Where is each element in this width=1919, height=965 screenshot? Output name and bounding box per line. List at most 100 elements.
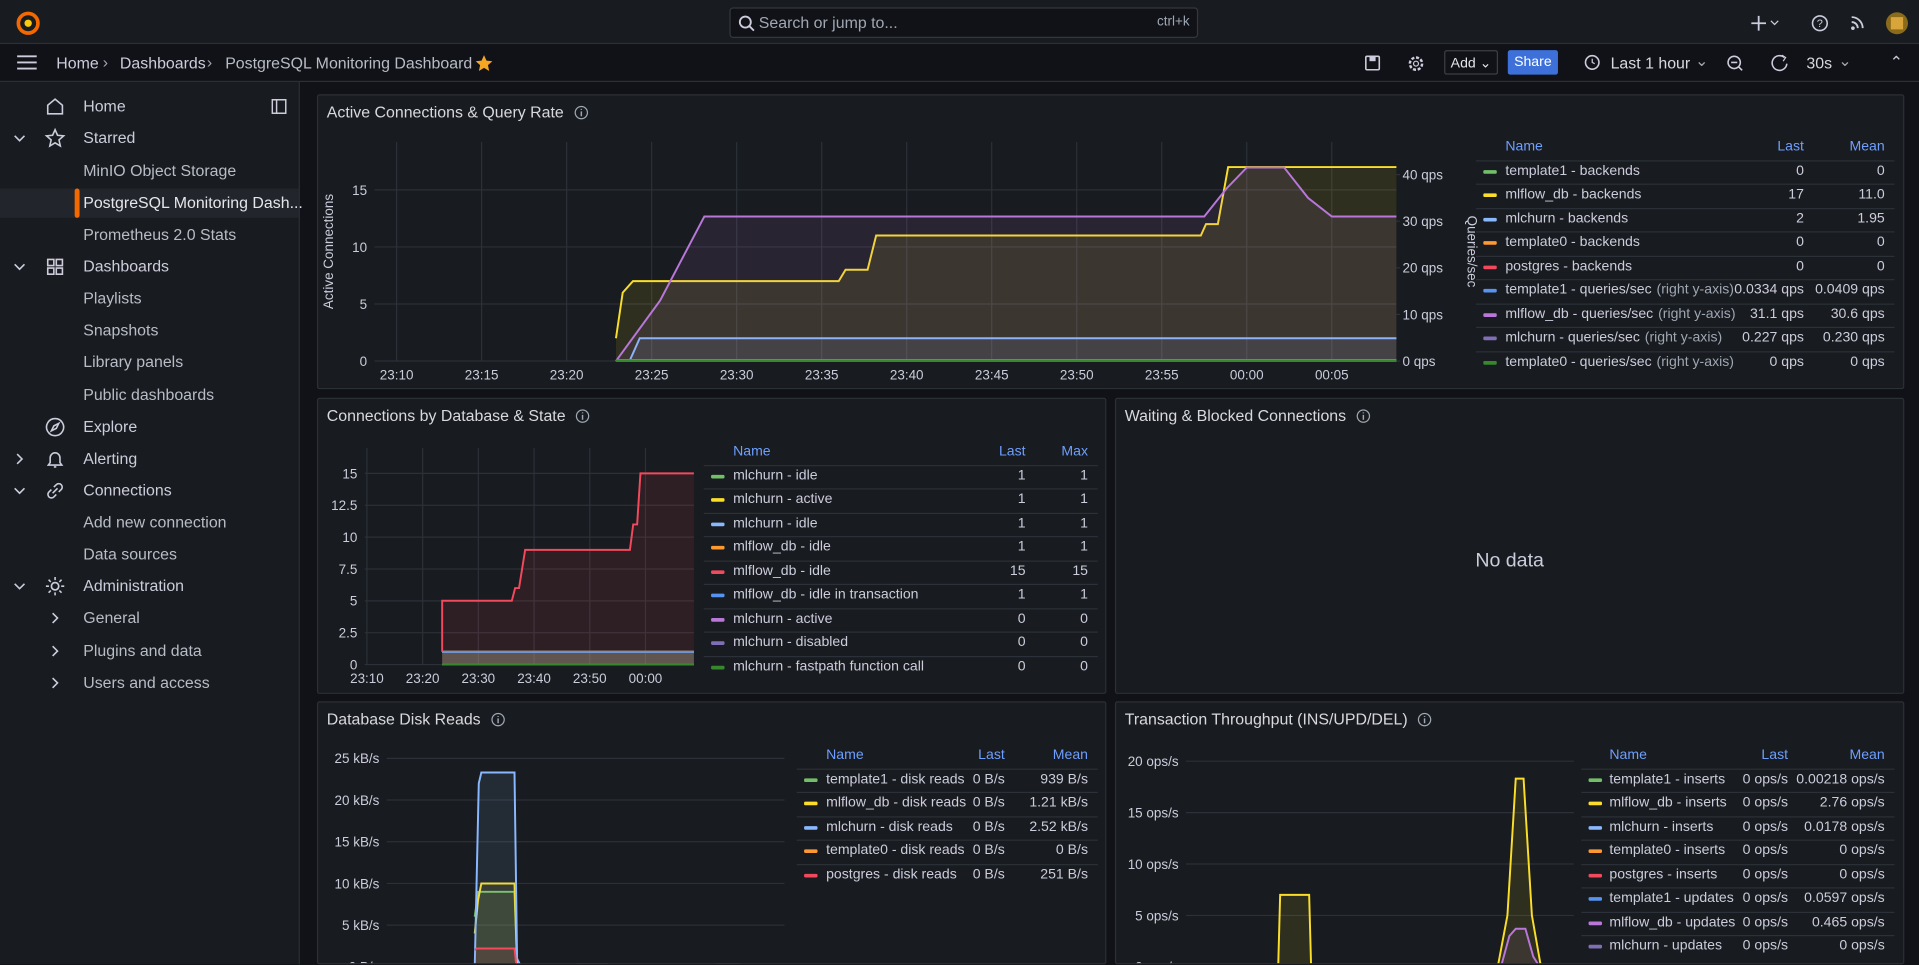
- legend-name[interactable]: mlchurn - active: [733, 608, 832, 631]
- legend-name[interactable]: mlchurn - disk reads: [826, 816, 953, 839]
- legend-swatch: [711, 641, 725, 645]
- search-box[interactable]: Search or jump to... ctrl+k: [729, 7, 1199, 38]
- nav-item[interactable]: General: [0, 603, 299, 632]
- legend-name[interactable]: mlchurn - inserts: [1609, 816, 1713, 839]
- nav-item[interactable]: Explore: [0, 412, 299, 441]
- dock-icon[interactable]: [270, 98, 287, 115]
- legend-name[interactable]: template0 - backends: [1505, 231, 1640, 254]
- expander[interactable]: [48, 644, 63, 659]
- info-icon[interactable]: [574, 105, 589, 120]
- panel-title: Connections by Database & State: [326, 406, 566, 425]
- legend-name[interactable]: template1 - disk reads: [826, 768, 964, 791]
- legend-name[interactable]: postgres - backends: [1505, 255, 1632, 278]
- zoom-refresh-icons[interactable]: [1726, 54, 1799, 74]
- nav-item[interactable]: PostgreSQL Monitoring Dash...: [0, 188, 303, 218]
- nav-item[interactable]: Data sources: [0, 540, 299, 569]
- legend-name[interactable]: template0 - queries/sec (right y-axis): [1505, 351, 1734, 374]
- nav-label: Playlists: [83, 288, 142, 308]
- dashboard-icons[interactable]: [1363, 54, 1436, 74]
- panel-header: Waiting & Blocked Connections: [1125, 406, 1371, 425]
- legend-name[interactable]: mlchurn - backends: [1505, 207, 1628, 230]
- info-icon[interactable]: [490, 712, 505, 727]
- nav-item[interactable]: Public dashboards: [0, 381, 299, 410]
- nav-item[interactable]: MinIO Object Storage: [0, 157, 299, 186]
- legend-name[interactable]: mlflow_db - inserts: [1609, 792, 1726, 815]
- legend-name[interactable]: template0 - inserts: [1609, 840, 1725, 863]
- grafana-logo[interactable]: [15, 10, 42, 37]
- legend-swatch: [711, 665, 725, 669]
- legend-name[interactable]: mlchurn - idle: [733, 512, 817, 535]
- legend-header: Last: [998, 444, 1026, 459]
- nav-item[interactable]: Alerting: [0, 444, 299, 473]
- legend-name[interactable]: template0 - disk reads: [826, 840, 964, 863]
- chevron: ⌄: [1838, 51, 1852, 70]
- legend-axis-note: (right y-axis): [1656, 354, 1734, 369]
- legend-name[interactable]: mlflow_db - queries/sec (right y-axis): [1505, 303, 1735, 326]
- panel: Waiting & Blocked Connections No data: [1114, 397, 1905, 694]
- nav-item[interactable]: Prometheus 2.0 Stats: [0, 220, 299, 249]
- legend-stat: 0 ops/s: [1742, 771, 1789, 787]
- x-tick-label: 23:10: [350, 671, 384, 686]
- expander[interactable]: [12, 131, 27, 146]
- nav-item[interactable]: Playlists: [0, 284, 299, 313]
- legend-name[interactable]: mlchurn - fastpath function call: [733, 655, 924, 678]
- legend-name[interactable]: mlflow_db - backends: [1505, 184, 1641, 207]
- expander[interactable]: [12, 483, 27, 498]
- legend-name[interactable]: postgres - inserts: [1609, 863, 1717, 886]
- star-icon[interactable]: [475, 54, 493, 72]
- legend-name[interactable]: postgres - disk reads: [826, 863, 957, 886]
- refresh-interval[interactable]: 30s: [1806, 53, 1833, 73]
- legend-stat: 0 B/s: [972, 843, 1005, 858]
- nav-item[interactable]: Add new connection: [0, 508, 299, 537]
- legend-name[interactable]: mlflow_db - updates: [1609, 911, 1735, 934]
- nav-item[interactable]: Administration: [0, 572, 299, 601]
- add-button[interactable]: Add ⌄: [1444, 50, 1498, 75]
- nav-item[interactable]: Home: [0, 92, 299, 121]
- share-button[interactable]: Share: [1507, 50, 1558, 75]
- breadcrumb[interactable]: Dashboards: [119, 53, 206, 73]
- legend-row-divider: [1581, 839, 1895, 841]
- nav-item[interactable]: Library panels: [0, 348, 299, 377]
- nav-item[interactable]: Snapshots: [0, 316, 299, 345]
- nav-label: General: [83, 608, 140, 627]
- top-icons[interactable]: ?: [1744, 10, 1915, 37]
- legend-name[interactable]: template1 - backends: [1505, 160, 1640, 183]
- collapse-icon[interactable]: ⌃: [1889, 52, 1903, 71]
- nav-item[interactable]: Starred: [0, 124, 299, 153]
- legend-stat: 2.76 ops/s: [1819, 795, 1885, 811]
- legend-name[interactable]: template1 - updates: [1609, 887, 1733, 910]
- expander[interactable]: [48, 676, 63, 691]
- legend-row-divider: [703, 631, 1098, 633]
- time-range[interactable]: Last 1 hour: [1610, 53, 1691, 73]
- legend-name[interactable]: mlchurn - disabled: [733, 632, 848, 655]
- expander[interactable]: [12, 452, 27, 467]
- legend-swatch: [1483, 336, 1497, 341]
- legend-name[interactable]: mlchurn - queries/sec (right y-axis): [1505, 327, 1722, 350]
- info-icon[interactable]: [1417, 712, 1432, 727]
- legend-name[interactable]: template1 - queries/sec (right y-axis): [1505, 279, 1734, 302]
- legend-name[interactable]: mlflow_db - idle: [733, 560, 831, 583]
- legend-row-divider: [1475, 302, 1895, 305]
- search-shortcut: ctrl+k: [1157, 14, 1190, 30]
- legend-name[interactable]: mlflow_db - idle in transaction: [733, 584, 918, 607]
- legend-name[interactable]: template1 - inserts: [1609, 768, 1725, 791]
- legend-name[interactable]: mlflow_db - disk reads: [826, 792, 966, 815]
- nav-item[interactable]: Dashboards: [0, 252, 299, 281]
- nav-item[interactable]: Users and access: [0, 668, 299, 697]
- legend-name[interactable]: mlchurn - idle: [733, 464, 817, 487]
- expander[interactable]: [12, 259, 27, 274]
- legend-name[interactable]: mlflow_db - idle: [733, 536, 831, 559]
- nav-item[interactable]: Connections: [0, 476, 299, 505]
- nav-item[interactable]: Plugins and data: [0, 636, 299, 665]
- menu-icon[interactable]: [16, 54, 38, 71]
- expander[interactable]: [12, 579, 27, 594]
- info-icon[interactable]: [575, 408, 590, 423]
- expander[interactable]: [48, 611, 63, 626]
- breadcrumb[interactable]: Home: [56, 53, 99, 73]
- legend-name[interactable]: mlchurn - active: [733, 488, 832, 511]
- info-icon[interactable]: [1356, 408, 1371, 423]
- series-area: [1278, 778, 1541, 964]
- legend-header: Mean: [1849, 747, 1885, 763]
- legend-name[interactable]: mlchurn - updates: [1609, 935, 1722, 958]
- legend-header: Last: [1761, 747, 1789, 763]
